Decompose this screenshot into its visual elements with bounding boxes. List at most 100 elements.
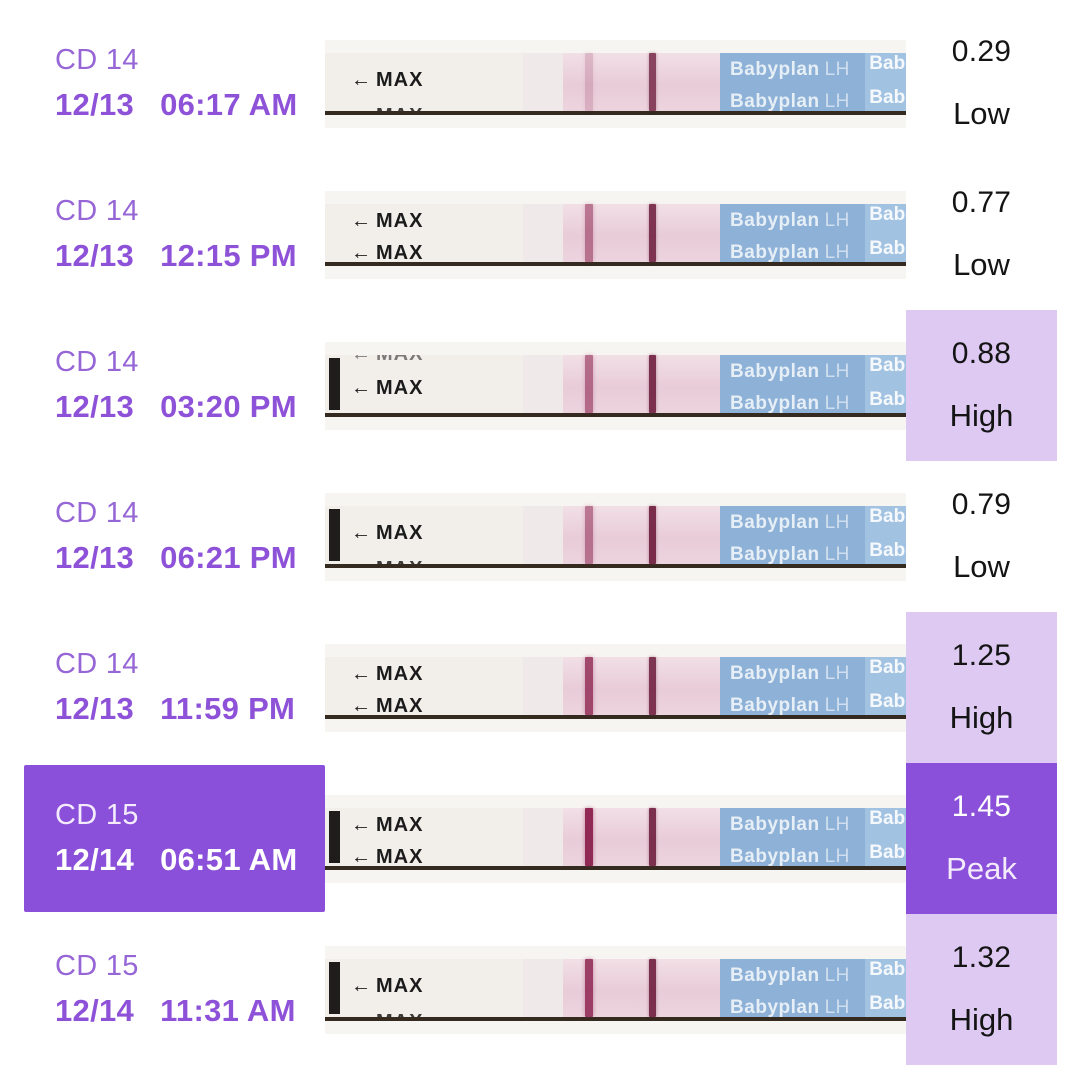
cycle-day-label: CD 14: [55, 648, 139, 680]
date-time-label: 12/13 12:15 PM: [55, 238, 325, 274]
result-cell[interactable]: 0.29 Low: [906, 8, 1057, 159]
date-label: 12/14: [55, 993, 135, 1028]
date-label: 12/14: [55, 842, 135, 877]
strip-membrane: [563, 958, 721, 1017]
lh-ratio-value: 1.25: [951, 639, 1012, 672]
date-label: 12/13: [55, 540, 135, 575]
adjacent-strip-edge: Bab Bab: [865, 656, 906, 715]
brand-label: Babyplan LH: [730, 90, 850, 111]
strip-brand-area: Babyplan LH Babyplan LH: [720, 958, 866, 1017]
adjacent-brand-label: Bab: [869, 237, 906, 259]
test-row[interactable]: CD 14 12/13 03:20 PM ←MAX ←MAX: [0, 310, 1080, 461]
test-row[interactable]: CD 14 12/13 06:17 AM ←MAX ←MAX: [0, 8, 1080, 159]
left-arrow-icon: ←: [351, 105, 372, 111]
strip-handle: ←MAX ←MAX: [325, 505, 523, 564]
lh-ratio-value: 1.32: [951, 941, 1012, 974]
strip-handle: ←MAX ←MAX: [325, 807, 523, 866]
brand-label: Babyplan LH: [730, 360, 850, 382]
adjacent-brand-label: Bab: [869, 690, 906, 712]
left-arrow-icon: ←: [351, 376, 372, 399]
test-row[interactable]: CD 14 12/13 06:21 PM ←MAX ←MAX: [0, 461, 1080, 612]
test-row[interactable]: CD 14 12/13 12:15 PM ← MAX ← MAX: [0, 159, 1080, 310]
test-row[interactable]: CD 15 12/14 06:51 AM ← MAX ← MAX: [0, 763, 1080, 914]
date-label: 12/13: [55, 238, 135, 273]
adjacent-brand-labels: Bab Bab: [869, 657, 905, 713]
adjacent-brand-labels: Bab Bab: [869, 808, 905, 864]
cycle-day-label: CD 15: [55, 799, 139, 831]
status-badge: Low: [953, 549, 1010, 584]
strip-edge-cap: [329, 810, 340, 863]
max-fill-marks: ←MAX ←MAX: [351, 663, 423, 715]
max-fill-marks: ←MAX ←MAX: [351, 975, 423, 1017]
left-arrow-icon: ←: [351, 209, 372, 232]
brand-labels: Babyplan LH Babyplan LH: [730, 813, 850, 866]
lh-ratio-value: 0.77: [951, 186, 1012, 219]
test-line: [585, 958, 594, 1017]
test-date-label: CD 14 12/13 06:17 AM: [24, 10, 325, 157]
date-time-label: 12/13 06:21 PM: [55, 540, 325, 576]
brand-label: Babyplan LH: [730, 964, 850, 986]
max-fill-label: ←MAX: [351, 974, 424, 997]
status-badge: High: [949, 700, 1014, 735]
strip-brand-area: Babyplan LH Babyplan LH: [720, 807, 866, 866]
result-cell[interactable]: 0.79 Low: [906, 461, 1057, 612]
status-badge: Low: [953, 247, 1010, 282]
adjacent-strip-edge: Bab Bab: [865, 958, 906, 1017]
time-label: 03:20 PM: [160, 389, 297, 424]
control-line: [649, 807, 657, 866]
max-fill-label: ←MAX: [351, 558, 423, 564]
time-label: 11:59 PM: [160, 691, 296, 726]
adjacent-strip-edge: Bab Bab: [865, 52, 906, 111]
control-line: [649, 505, 657, 564]
test-line: [585, 656, 594, 715]
test-row[interactable]: CD 14 12/13 11:59 PM ← MAX ← MAX: [0, 612, 1080, 763]
adjacent-brand-label: Bab: [869, 52, 906, 74]
status-badge: Low: [953, 96, 1010, 131]
date-label: 12/13: [55, 691, 135, 726]
test-row[interactable]: CD 15 12/14 11:31 AM ←MAX ←MAX: [0, 914, 1080, 1065]
adjacent-brand-label: Bab: [869, 388, 906, 410]
status-badge: Peak: [946, 851, 1017, 886]
result-cell[interactable]: 0.77 Low: [906, 159, 1057, 310]
result-cell[interactable]: 1.32 High: [906, 914, 1057, 1065]
control-line: [649, 656, 657, 715]
left-arrow-icon: ←: [351, 845, 372, 866]
max-fill-label: ←MAX: [351, 68, 424, 91]
result-cell[interactable]: 1.45 Peak: [906, 763, 1057, 914]
max-fill-label: ←MAX: [351, 355, 423, 365]
brand-label: Babyplan LH: [730, 813, 850, 835]
adjacent-strip-edge: Bab Bab: [865, 807, 906, 866]
result-cell[interactable]: 1.25 High: [906, 612, 1057, 763]
strip-transition-zone: [522, 807, 564, 866]
cycle-day-label: CD 14: [55, 497, 139, 529]
cycle-day-label: CD 14: [55, 346, 139, 378]
left-arrow-icon: ←: [351, 974, 372, 997]
cycle-day-label: CD 14: [55, 195, 139, 227]
result-cell[interactable]: 0.88 High: [906, 310, 1057, 461]
date-time-label: 12/13 06:17 AM: [55, 87, 325, 123]
control-line: [649, 354, 657, 413]
control-line: [649, 958, 657, 1017]
adjacent-brand-label: Bab: [869, 505, 906, 527]
time-label: 06:51 AM: [160, 842, 298, 877]
control-line: [649, 203, 657, 262]
status-badge: High: [949, 398, 1014, 433]
adjacent-brand-labels: Bab Bab: [869, 355, 905, 411]
strip-transition-zone: [522, 52, 564, 111]
strip-membrane: [563, 656, 721, 715]
